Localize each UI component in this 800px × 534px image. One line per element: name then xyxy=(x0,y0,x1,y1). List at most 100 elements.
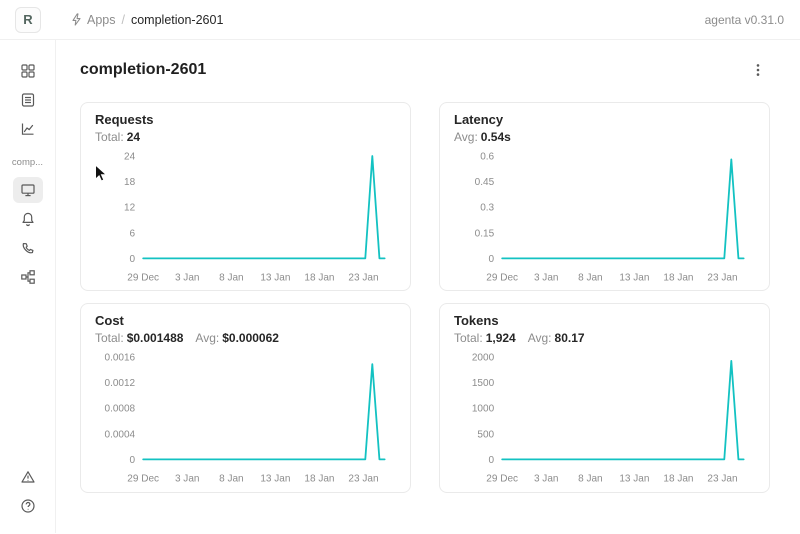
svg-text:0.0004: 0.0004 xyxy=(105,430,136,441)
main-content: completion-2601 Requests Total: 24 0 6 12 18… xyxy=(56,40,800,533)
svg-text:13 Jan: 13 Jan xyxy=(619,272,649,283)
sidebar-item-endpoints[interactable] xyxy=(13,235,43,261)
svg-text:23 Jan: 23 Jan xyxy=(707,474,737,485)
svg-text:8 Jan: 8 Jan xyxy=(219,474,244,485)
svg-text:23 Jan: 23 Jan xyxy=(348,272,378,283)
card-title: Tokens xyxy=(454,313,499,329)
breadcrumb-separator: / xyxy=(121,12,125,27)
svg-text:3 Jan: 3 Jan xyxy=(175,272,200,283)
sidebar-item-traces[interactable] xyxy=(13,264,43,290)
stat-value: 0.54s xyxy=(480,130,511,144)
card-stats: Total: 1,924 Avg: 80.17 xyxy=(454,331,755,345)
svg-text:0: 0 xyxy=(489,254,495,265)
svg-text:0: 0 xyxy=(130,254,136,265)
svg-text:8 Jan: 8 Jan xyxy=(219,272,244,283)
sidebar-item-alerts[interactable] xyxy=(13,464,43,490)
stat-label: Avg: xyxy=(527,331,552,346)
tokens-chart: 0 500 1000 1500 2000 29 Dec 3 Jan 8 Jan 13 Jan 18… xyxy=(454,347,755,487)
breadcrumb-apps-label: Apps xyxy=(87,12,116,27)
question-circle-icon xyxy=(20,498,36,514)
svg-text:8 Jan: 8 Jan xyxy=(578,474,603,485)
sidebar: comp... xyxy=(0,40,56,533)
card-stats: Total: 24 xyxy=(95,130,396,144)
svg-text:29 Dec: 29 Dec xyxy=(127,272,159,283)
sidebar-item-help[interactable] xyxy=(13,493,43,519)
line-chart-icon xyxy=(20,121,36,137)
app-version: agenta v0.31.0 xyxy=(704,12,784,27)
workspace-logo[interactable]: R xyxy=(15,6,41,33)
stat: Avg: 0.54s xyxy=(454,130,511,144)
breadcrumb: Apps / completion-2601 xyxy=(70,13,223,27)
dashboard-grid-icon xyxy=(20,63,36,79)
app-shell: comp... xyxy=(0,40,800,533)
stat: Avg: $0.000062 xyxy=(195,331,279,345)
sidebar-item-playground[interactable] xyxy=(13,206,43,232)
bolt-icon xyxy=(70,13,83,26)
svg-text:3 Jan: 3 Jan xyxy=(534,272,559,283)
svg-text:18 Jan: 18 Jan xyxy=(304,474,334,485)
svg-text:18: 18 xyxy=(124,177,136,188)
svg-text:29 Dec: 29 Dec xyxy=(486,474,518,485)
svg-text:18 Jan: 18 Jan xyxy=(663,272,693,283)
phone-icon xyxy=(20,240,36,256)
breadcrumb-apps[interactable]: Apps xyxy=(70,13,116,27)
svg-text:23 Jan: 23 Jan xyxy=(707,272,737,283)
card-stats: Total: $0.001488 Avg: $0.000062 xyxy=(95,331,396,345)
latency-chart: 0 0.15 0.3 0.45 0.6 29 Dec 3 Jan 8 Jan 13 Jan 18 … xyxy=(454,146,755,286)
logo-cell: R xyxy=(0,6,56,33)
list-icon xyxy=(20,92,36,108)
svg-text:23 Jan: 23 Jan xyxy=(348,474,378,485)
top-header: R Apps / completion-2601 agenta v0.31.0 xyxy=(0,0,800,40)
requests-chart: 0 6 12 18 24 29 Dec 3 Jan 8 Jan 13 Jan 18 Jan 23 J… xyxy=(95,146,396,286)
stat-label: Total: xyxy=(95,130,124,144)
tree-icon xyxy=(20,269,36,285)
bell-icon xyxy=(20,211,36,227)
svg-text:3 Jan: 3 Jan xyxy=(534,474,559,485)
stat: Total: $0.001488 xyxy=(95,331,183,345)
svg-text:0.45: 0.45 xyxy=(475,177,495,188)
card-title: Latency xyxy=(454,112,504,127)
svg-text:0.15: 0.15 xyxy=(475,228,495,239)
svg-text:24: 24 xyxy=(124,152,136,163)
sidebar-item-testsets[interactable] xyxy=(13,87,43,113)
stat-label: Avg: xyxy=(195,331,220,346)
stat-value: 1,924 xyxy=(485,331,516,346)
dashboard-card-grid: Requests Total: 24 0 6 12 18 24 29 Dec 3 Jan 8 J… xyxy=(80,102,770,493)
stat-label: Total: xyxy=(454,331,483,346)
svg-text:0: 0 xyxy=(130,455,136,466)
stat: Total: 24 xyxy=(95,130,140,144)
svg-text:3 Jan: 3 Jan xyxy=(175,474,200,485)
page-menu-button[interactable] xyxy=(746,58,770,82)
svg-text:0.0012: 0.0012 xyxy=(105,379,136,390)
svg-text:0.0008: 0.0008 xyxy=(105,404,136,415)
svg-text:1000: 1000 xyxy=(472,404,495,415)
desktop-icon xyxy=(20,182,36,198)
stat-label: Total: xyxy=(95,331,124,346)
svg-text:0.6: 0.6 xyxy=(480,152,494,163)
sidebar-item-evaluations[interactable] xyxy=(13,116,43,142)
sidebar-bottom xyxy=(13,464,43,519)
latency-card: Latency Avg: 0.54s 0 0.15 0.3 0.45 0.6 29 Dec 3… xyxy=(439,102,770,292)
stat: Total: 1,924 xyxy=(454,331,516,345)
requests-card: Requests Total: 24 0 6 12 18 24 29 Dec 3 Jan 8 J… xyxy=(80,102,411,292)
stat-value: 80.17 xyxy=(554,331,585,346)
cost-chart: 0 0.0004 0.0008 0.0012 0.0016 29 Dec 3 Jan 8 Ja… xyxy=(95,347,396,487)
stat-value: $0.000062 xyxy=(222,331,279,346)
tokens-card: Tokens Total: 1,924 Avg: 80.17 0 500 1000 150… xyxy=(439,303,770,493)
svg-text:13 Jan: 13 Jan xyxy=(260,474,290,485)
svg-text:2000: 2000 xyxy=(472,353,495,364)
stat-value: $0.001488 xyxy=(126,331,184,346)
svg-text:500: 500 xyxy=(477,430,494,441)
page-header: completion-2601 xyxy=(80,58,770,82)
sidebar-item-apps[interactable] xyxy=(13,58,43,84)
svg-text:12: 12 xyxy=(124,203,136,214)
cost-card: Cost Total: $0.001488 Avg: $0.000062 0 0.00… xyxy=(80,303,411,493)
stat: Avg: 80.17 xyxy=(528,331,585,345)
svg-text:0.3: 0.3 xyxy=(480,203,494,214)
svg-text:13 Jan: 13 Jan xyxy=(260,272,290,283)
sidebar-item-overview[interactable] xyxy=(12,177,43,203)
svg-text:18 Jan: 18 Jan xyxy=(304,272,334,283)
svg-text:29 Dec: 29 Dec xyxy=(127,474,159,485)
card-title: Cost xyxy=(95,313,124,329)
svg-text:29 Dec: 29 Dec xyxy=(486,272,518,283)
